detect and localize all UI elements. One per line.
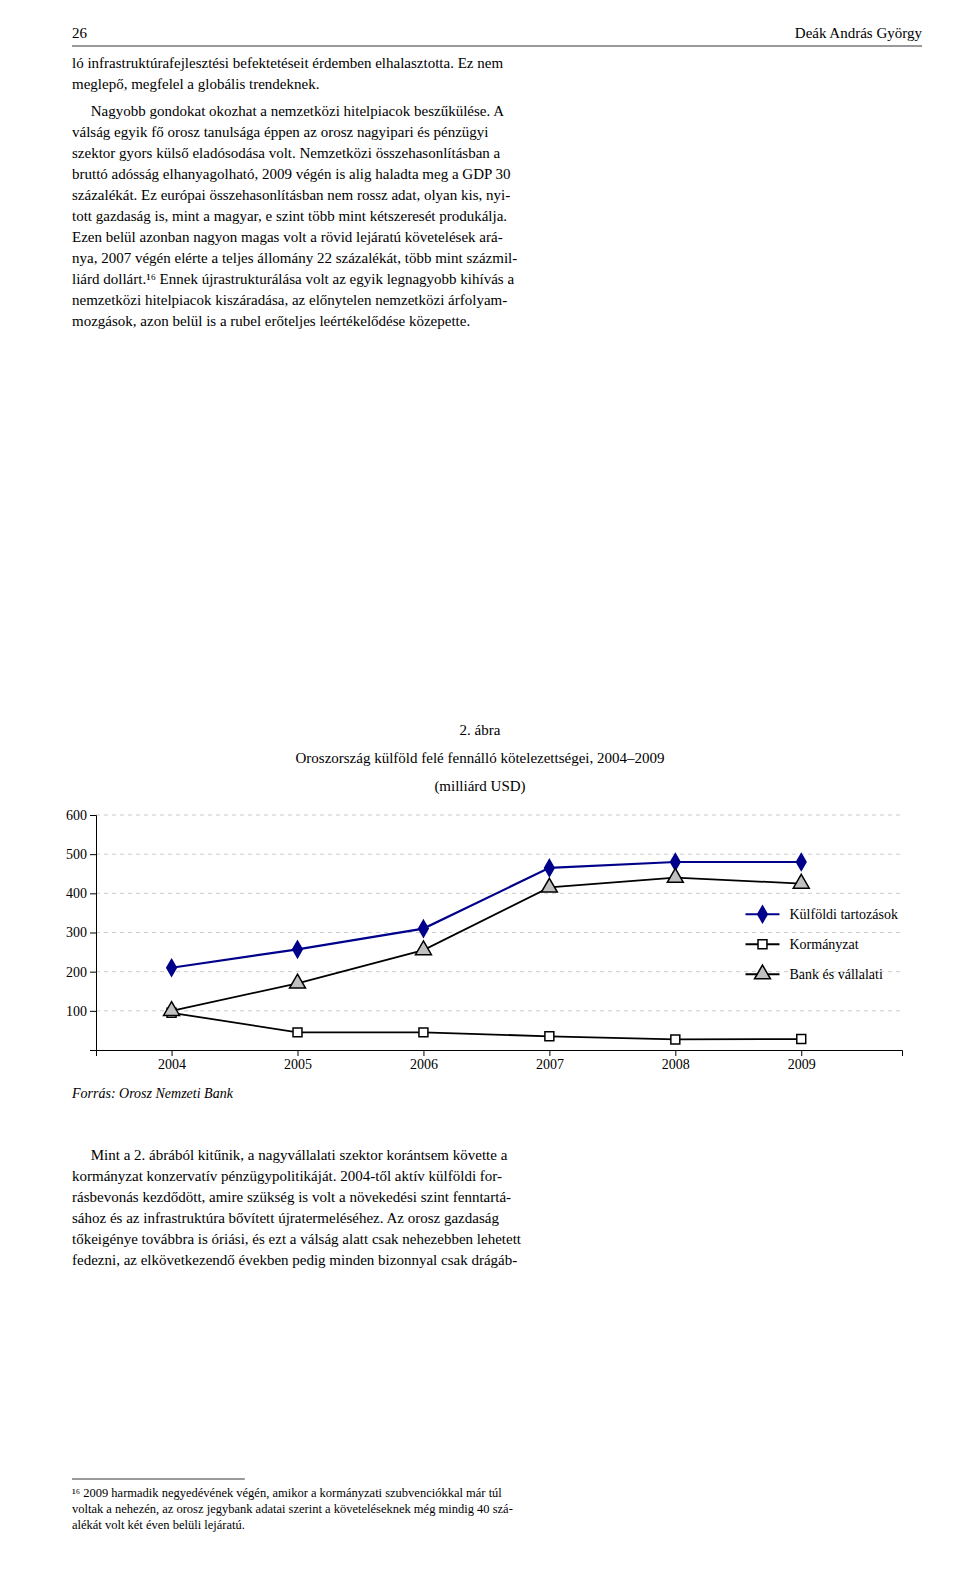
tick-label: 300 bbox=[66, 925, 87, 940]
grid-line bbox=[96, 854, 902, 855]
tick: 500 bbox=[66, 847, 96, 862]
tick-mark bbox=[90, 933, 96, 934]
tick: 2004 bbox=[158, 1050, 186, 1072]
data-point bbox=[290, 974, 306, 988]
legend-item: Külföldi tartozások bbox=[745, 906, 897, 923]
tick: 2005 bbox=[284, 1050, 312, 1072]
data-point bbox=[167, 959, 177, 976]
data-point bbox=[293, 941, 303, 958]
tick-mark bbox=[90, 972, 96, 973]
series-line bbox=[172, 878, 802, 1011]
tick: 100 bbox=[66, 1004, 96, 1019]
legend-marker bbox=[758, 940, 767, 949]
tick: 200 bbox=[66, 965, 96, 980]
tick: 2009 bbox=[788, 1050, 816, 1072]
legend-marker bbox=[755, 965, 771, 979]
source-note: Forrás: Orosz Nemzeti Bank bbox=[71, 1086, 234, 1101]
tick: 2007 bbox=[536, 1050, 564, 1072]
tick-label: 400 bbox=[66, 886, 87, 901]
tick-mark bbox=[90, 1011, 96, 1012]
tick-label: 100 bbox=[66, 1004, 87, 1019]
page-number: 26 bbox=[72, 25, 88, 41]
tick-label: 2006 bbox=[410, 1057, 438, 1072]
legend-marker bbox=[758, 906, 768, 923]
paragraph: Nagyobb gondokat okozhat a nemzetközi hi… bbox=[72, 103, 517, 329]
data-point bbox=[419, 1028, 428, 1037]
x-axis: 2004 2005 2006 2007 2008 2009 bbox=[97, 1050, 903, 1072]
data-point bbox=[293, 1028, 302, 1037]
tick: 600 bbox=[66, 808, 96, 823]
tick-mark bbox=[172, 1050, 173, 1056]
grid-line bbox=[96, 1010, 902, 1011]
tick-mark bbox=[90, 815, 96, 816]
header-rule bbox=[72, 46, 922, 47]
tick: 2008 bbox=[662, 1050, 690, 1072]
tick: 300 bbox=[66, 925, 96, 940]
legend-item: Kormányzat bbox=[745, 937, 858, 952]
grid-line bbox=[96, 971, 902, 972]
data-point bbox=[415, 941, 431, 955]
series-line bbox=[172, 862, 802, 968]
footnote-rule bbox=[72, 1479, 245, 1480]
legend-label: Kormányzat bbox=[789, 937, 858, 952]
tick-mark bbox=[549, 1050, 550, 1056]
data-point bbox=[793, 874, 809, 888]
grid-line bbox=[96, 932, 902, 933]
data-point bbox=[545, 1032, 554, 1041]
axis-line bbox=[90, 816, 97, 1051]
paragraph: ló infrastruktúrafejlesztési befektetése… bbox=[72, 55, 503, 92]
tick-label: 200 bbox=[66, 965, 87, 980]
tick-label: 2009 bbox=[788, 1057, 816, 1072]
data-point bbox=[545, 860, 555, 877]
data-point bbox=[419, 920, 429, 937]
tick-label: 2004 bbox=[158, 1057, 186, 1072]
chart-title: 2. ábra bbox=[460, 722, 501, 738]
data-point bbox=[671, 1035, 680, 1044]
chart: 2004 2005 2006 2007 2008 2009 100 200 300 400 500 6… bbox=[66, 808, 903, 1072]
footnote: ¹⁶ 2009 harmadik negyedévének végén, ami… bbox=[72, 1486, 513, 1532]
tick-mark bbox=[90, 854, 96, 855]
tick-label: 2008 bbox=[662, 1057, 690, 1072]
page: 26 Deák András György ló infrastruktúrafej… bbox=[0, 0, 960, 1587]
legend-label: Külföldi tartozások bbox=[789, 907, 897, 922]
tick-mark bbox=[298, 1050, 299, 1056]
tick-mark bbox=[801, 1050, 802, 1056]
tick-mark bbox=[423, 1050, 424, 1056]
tick-mark bbox=[90, 893, 96, 894]
legend-label: Bank és vállalati bbox=[789, 967, 882, 982]
tick-mark bbox=[675, 1050, 676, 1056]
legend-item: Bank és vállalati bbox=[745, 965, 882, 982]
grid-line bbox=[96, 815, 902, 816]
running-head: Deák András György bbox=[795, 25, 923, 41]
data-point bbox=[797, 1035, 806, 1044]
series-line bbox=[172, 1013, 802, 1040]
chart-title: (milliárd USD) bbox=[434, 778, 525, 795]
axis-line bbox=[97, 1051, 903, 1057]
tick-label: 2005 bbox=[284, 1057, 312, 1072]
tick-label: 2007 bbox=[536, 1057, 564, 1072]
data-point bbox=[541, 878, 557, 892]
tick-label: 500 bbox=[66, 847, 87, 862]
y-axis: 100 200 300 400 500 600 bbox=[66, 808, 97, 1051]
data-point bbox=[164, 1002, 180, 1016]
plot-marks bbox=[164, 854, 810, 1044]
chart-title: Oroszország külföld felé fennálló kötele… bbox=[295, 750, 664, 766]
tick: 400 bbox=[66, 886, 96, 901]
tick: 2006 bbox=[410, 1050, 438, 1072]
data-point bbox=[796, 854, 806, 871]
grid bbox=[96, 815, 902, 1011]
paragraph: Mint a 2. ábrából kitűnik, a nagyvállala… bbox=[72, 1147, 522, 1268]
data-point bbox=[667, 868, 683, 882]
tick-label: 600 bbox=[66, 808, 87, 823]
legend: Külföldi tartozások Kormányzat Bank és vál… bbox=[745, 906, 897, 982]
